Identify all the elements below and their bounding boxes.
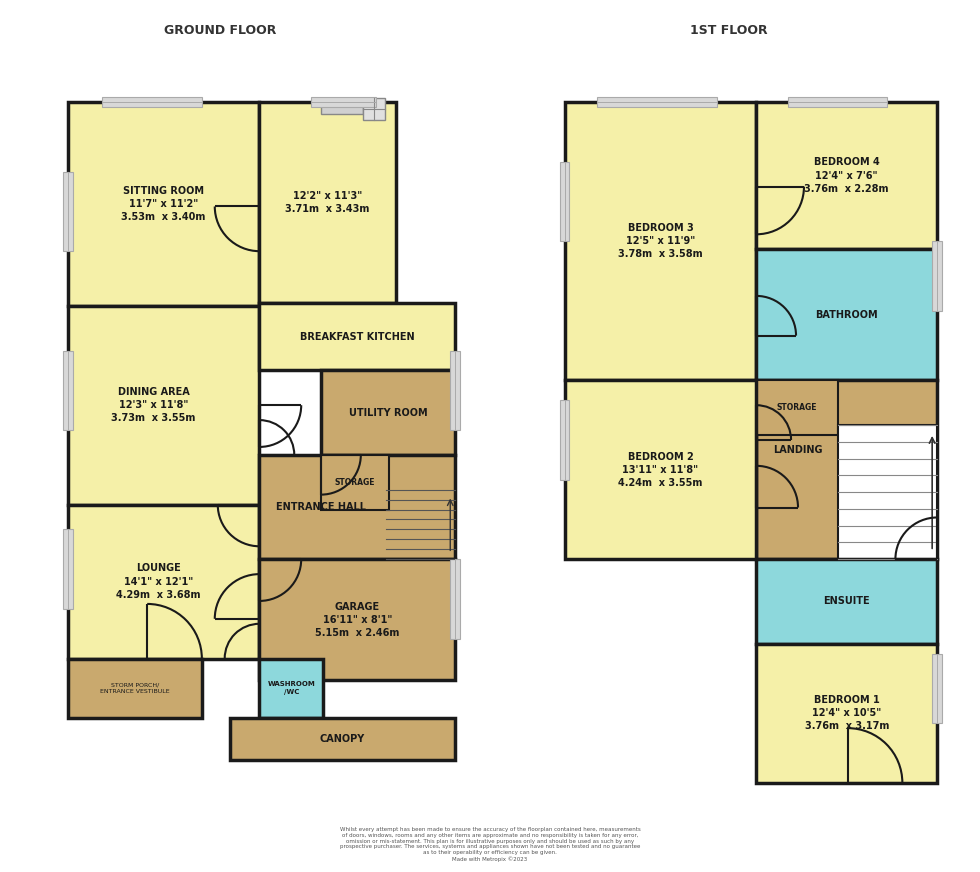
Bar <box>757 249 937 380</box>
Text: WASHROOM
/WC: WASHROOM /WC <box>268 681 316 695</box>
Bar <box>788 97 888 107</box>
Text: BEDROOM 4
12'4" x 7'6"
3.76m  x 2.28m: BEDROOM 4 12'4" x 7'6" 3.76m x 2.28m <box>805 158 889 194</box>
Bar <box>757 102 937 249</box>
Text: BREAKFAST KITCHEN: BREAKFAST KITCHEN <box>300 331 415 342</box>
Bar <box>260 303 456 371</box>
Bar <box>229 719 456 760</box>
Bar <box>598 97 716 107</box>
Bar <box>260 455 456 559</box>
Text: DINING AREA
12'3" x 11'8"
3.73m  x 3.55m: DINING AREA 12'3" x 11'8" 3.73m x 3.55m <box>112 387 196 424</box>
Bar <box>560 400 569 480</box>
Text: ENSUITE: ENSUITE <box>823 596 870 606</box>
Text: STORM PORCH/
ENTRANCE VESTIBULE: STORM PORCH/ ENTRANCE VESTIBULE <box>100 683 170 694</box>
Bar <box>838 425 937 559</box>
Bar <box>757 559 937 644</box>
Bar <box>63 529 73 609</box>
Bar <box>68 658 202 719</box>
Bar <box>63 172 73 251</box>
Text: STORAGE: STORAGE <box>777 403 817 412</box>
Bar <box>564 102 757 380</box>
Bar <box>103 97 202 107</box>
Text: BEDROOM 3
12'5" x 11'9"
3.78m  x 3.58m: BEDROOM 3 12'5" x 11'9" 3.78m x 3.58m <box>618 223 703 260</box>
Text: LOUNGE
14'1" x 12'1"
4.29m  x 3.68m: LOUNGE 14'1" x 12'1" 4.29m x 3.68m <box>117 563 201 600</box>
Text: BEDROOM 2
13'11" x 11'8"
4.24m  x 3.55m: BEDROOM 2 13'11" x 11'8" 4.24m x 3.55m <box>618 452 703 488</box>
Text: BATHROOM: BATHROOM <box>815 310 878 320</box>
Text: BEDROOM 1
12'4" x 10'5"
3.76m  x 3.17m: BEDROOM 1 12'4" x 10'5" 3.76m x 3.17m <box>805 695 889 732</box>
Text: Whilst every attempt has been made to ensure the accuracy of the floorplan conta: Whilst every attempt has been made to en… <box>340 827 640 862</box>
Text: LANDING: LANDING <box>773 445 823 455</box>
Text: CANOPY: CANOPY <box>319 734 366 744</box>
Bar <box>311 97 375 107</box>
Text: UTILITY ROOM: UTILITY ROOM <box>349 407 427 418</box>
Bar <box>932 654 942 723</box>
Bar <box>63 351 73 430</box>
Bar <box>321 102 363 114</box>
Bar <box>363 99 385 120</box>
Bar <box>321 371 456 455</box>
Bar <box>68 306 260 505</box>
Text: 1ST FLOOR: 1ST FLOOR <box>690 24 767 37</box>
Bar <box>757 380 838 435</box>
Bar <box>560 162 569 242</box>
Bar <box>260 658 323 719</box>
Text: ENTRANCE HALL: ENTRANCE HALL <box>276 502 367 512</box>
Bar <box>757 644 937 783</box>
Bar <box>450 559 461 638</box>
Bar <box>260 102 396 303</box>
Text: GARAGE
16'11" x 8'1"
5.15m  x 2.46m: GARAGE 16'11" x 8'1" 5.15m x 2.46m <box>316 602 400 638</box>
Text: STORAGE: STORAGE <box>334 478 375 487</box>
Bar <box>321 455 389 509</box>
Bar <box>260 559 456 680</box>
Text: SITTING ROOM
11'7" x 11'2"
3.53m  x 3.40m: SITTING ROOM 11'7" x 11'2" 3.53m x 3.40m <box>122 186 206 222</box>
Bar <box>68 505 260 658</box>
Text: GROUND FLOOR: GROUND FLOOR <box>164 24 276 37</box>
Text: 12'2" x 11'3"
3.71m  x 3.43m: 12'2" x 11'3" 3.71m x 3.43m <box>285 191 369 215</box>
Bar <box>450 351 461 430</box>
Bar <box>564 380 757 559</box>
Bar <box>932 242 942 310</box>
Bar <box>68 102 260 306</box>
Bar <box>757 380 937 559</box>
